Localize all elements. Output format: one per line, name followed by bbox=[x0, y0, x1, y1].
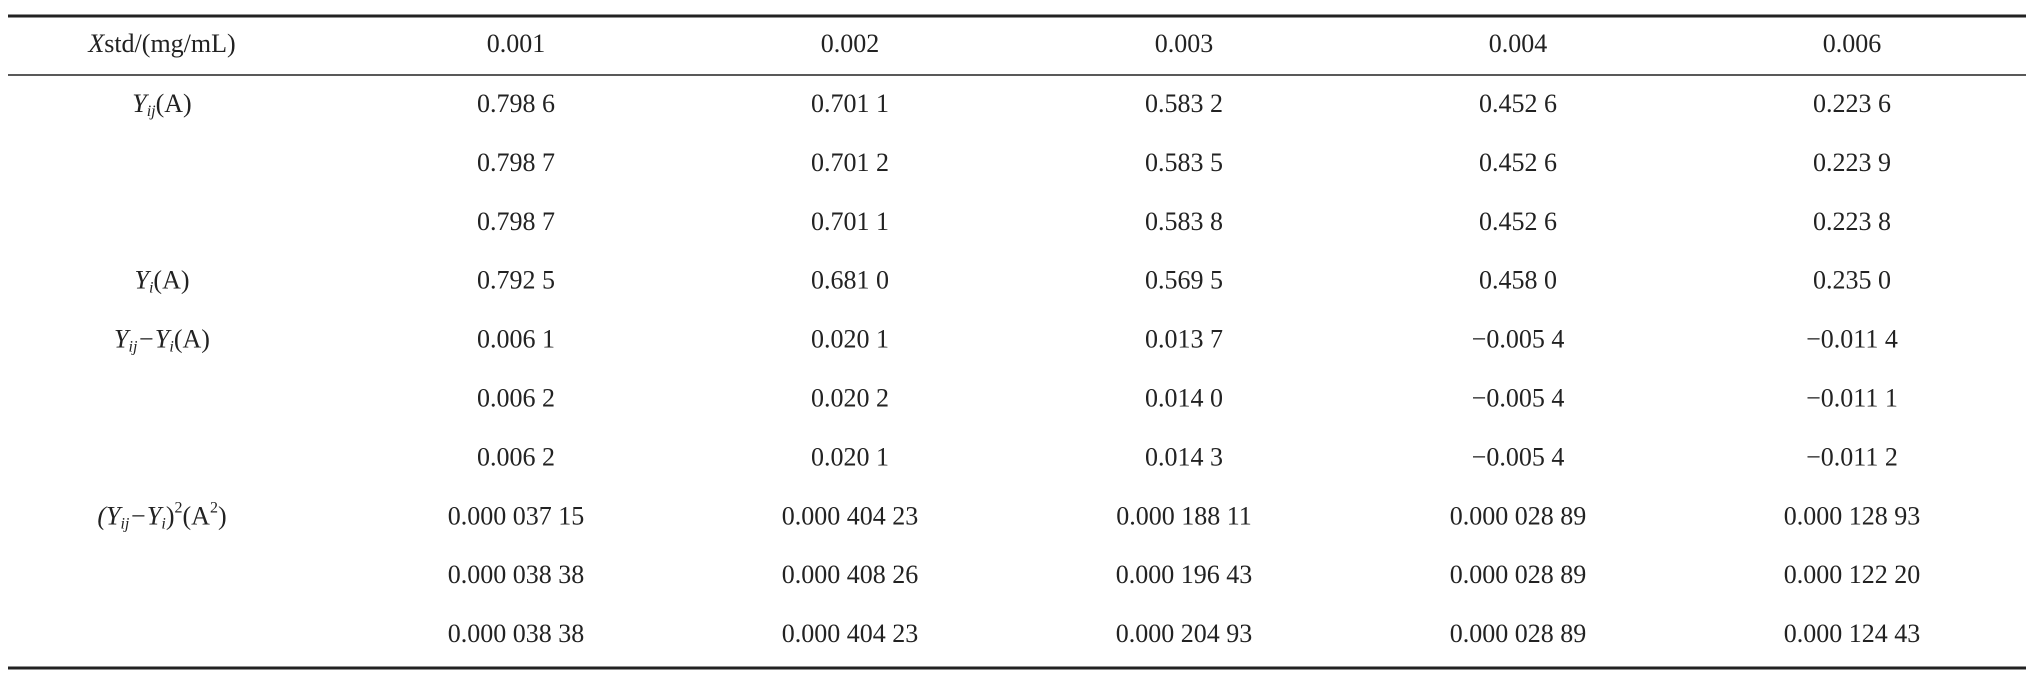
cell: 0.000 038 38 bbox=[448, 560, 585, 589]
row-label: (Yij−Yi)2(A2) bbox=[97, 499, 226, 532]
cell: 0.000 122 20 bbox=[1784, 560, 1921, 589]
text-segment: (A bbox=[183, 501, 211, 530]
text-segment: ij bbox=[129, 338, 138, 355]
text-segment: ij bbox=[120, 515, 129, 532]
cell: 0.020 1 bbox=[811, 325, 889, 354]
cell: 0.000 124 43 bbox=[1784, 619, 1921, 648]
header-cell: 0.002 bbox=[821, 29, 880, 58]
cell: 0.000 028 89 bbox=[1450, 560, 1587, 589]
text-segment: 0.006 bbox=[1823, 29, 1882, 58]
cell: 0.701 2 bbox=[811, 148, 889, 177]
cell: 0.223 9 bbox=[1813, 148, 1891, 177]
text-segment: Y bbox=[134, 266, 151, 295]
cell: 0.583 8 bbox=[1145, 207, 1223, 236]
cell: 0.000 204 93 bbox=[1116, 619, 1253, 648]
cell: 0.000 188 11 bbox=[1116, 501, 1252, 530]
text-segment: 2 bbox=[210, 499, 218, 516]
header-cell: 0.001 bbox=[487, 29, 546, 58]
text-segment: −Y bbox=[137, 325, 172, 354]
cell: 0.701 1 bbox=[811, 207, 889, 236]
cell: 0.000 028 89 bbox=[1450, 619, 1587, 648]
text-segment: Y bbox=[132, 89, 149, 118]
cell: 0.235 0 bbox=[1813, 266, 1891, 295]
cell: 0.020 1 bbox=[811, 442, 889, 471]
cell: 0.000 128 93 bbox=[1784, 501, 1921, 530]
text-segment: (A) bbox=[153, 266, 189, 295]
text-segment: 0.001 bbox=[487, 29, 546, 58]
text-segment: Y bbox=[114, 325, 131, 354]
cell: 0.792 5 bbox=[477, 266, 555, 295]
header-cell: 0.003 bbox=[1155, 29, 1214, 58]
cell: 0.569 5 bbox=[1145, 266, 1223, 295]
cell: 0.014 0 bbox=[1145, 383, 1223, 412]
cell: 0.000 037 15 bbox=[448, 501, 585, 530]
text-segment: (A) bbox=[156, 89, 192, 118]
row-label: Yi(A) bbox=[134, 266, 189, 297]
cell: −0.011 2 bbox=[1806, 442, 1898, 471]
cell: 0.000 404 23 bbox=[782, 619, 919, 648]
cell: 0.798 7 bbox=[477, 148, 555, 177]
text-segment: std/(mg/mL) bbox=[104, 29, 235, 58]
row-label: Yij−Yi(A) bbox=[114, 325, 210, 356]
text-segment: ij bbox=[147, 103, 156, 120]
cell: 0.223 8 bbox=[1813, 207, 1891, 236]
header-cell: 0.004 bbox=[1489, 29, 1548, 58]
cell: 0.452 6 bbox=[1479, 89, 1557, 118]
cell: 0.013 7 bbox=[1145, 325, 1223, 354]
cell: 0.458 0 bbox=[1479, 266, 1557, 295]
text-segment: 0.003 bbox=[1155, 29, 1214, 58]
text-segment: (A) bbox=[174, 325, 210, 354]
cell: 0.583 5 bbox=[1145, 148, 1223, 177]
text-segment: ) bbox=[166, 501, 175, 530]
cell: 0.452 6 bbox=[1479, 207, 1557, 236]
cell: 0.681 0 bbox=[811, 266, 889, 295]
cell: 0.000 408 26 bbox=[782, 560, 919, 589]
text-segment: 0.002 bbox=[821, 29, 880, 58]
cell: −0.011 4 bbox=[1806, 325, 1898, 354]
row-label: Yij(A) bbox=[132, 89, 191, 120]
cell: 0.798 7 bbox=[477, 207, 555, 236]
cell: 0.701 1 bbox=[811, 89, 889, 118]
cell: 0.798 6 bbox=[477, 89, 555, 118]
text-segment: i bbox=[161, 515, 165, 532]
cell: 0.583 2 bbox=[1145, 89, 1223, 118]
cell: 0.000 028 89 bbox=[1450, 501, 1587, 530]
cell: 0.223 6 bbox=[1813, 89, 1891, 118]
header-cell: 0.006 bbox=[1823, 29, 1882, 58]
text-segment: ) bbox=[218, 501, 227, 530]
text-segment: −Y bbox=[129, 501, 164, 530]
cell: 0.020 2 bbox=[811, 383, 889, 412]
cell: 0.000 196 43 bbox=[1116, 560, 1253, 589]
cell: −0.005 4 bbox=[1472, 383, 1565, 412]
cell: −0.011 1 bbox=[1806, 383, 1898, 412]
cell: 0.014 3 bbox=[1145, 442, 1223, 471]
text-segment: 0.004 bbox=[1489, 29, 1548, 58]
text-segment: X bbox=[87, 29, 105, 58]
cell: 0.006 2 bbox=[477, 383, 555, 412]
text-segment: i bbox=[169, 338, 173, 355]
cell: 0.452 6 bbox=[1479, 148, 1557, 177]
cell: −0.005 4 bbox=[1472, 325, 1565, 354]
text-segment: i bbox=[149, 279, 153, 296]
text-segment: (Y bbox=[97, 501, 123, 530]
text-segment: 2 bbox=[175, 499, 183, 516]
cell: 0.000 404 23 bbox=[782, 501, 919, 530]
cell: 0.006 1 bbox=[477, 325, 555, 354]
cell: −0.005 4 bbox=[1472, 442, 1565, 471]
cell: 0.000 038 38 bbox=[448, 619, 585, 648]
cell: 0.006 2 bbox=[477, 442, 555, 471]
header-cell: Xstd/(mg/mL) bbox=[87, 29, 235, 58]
